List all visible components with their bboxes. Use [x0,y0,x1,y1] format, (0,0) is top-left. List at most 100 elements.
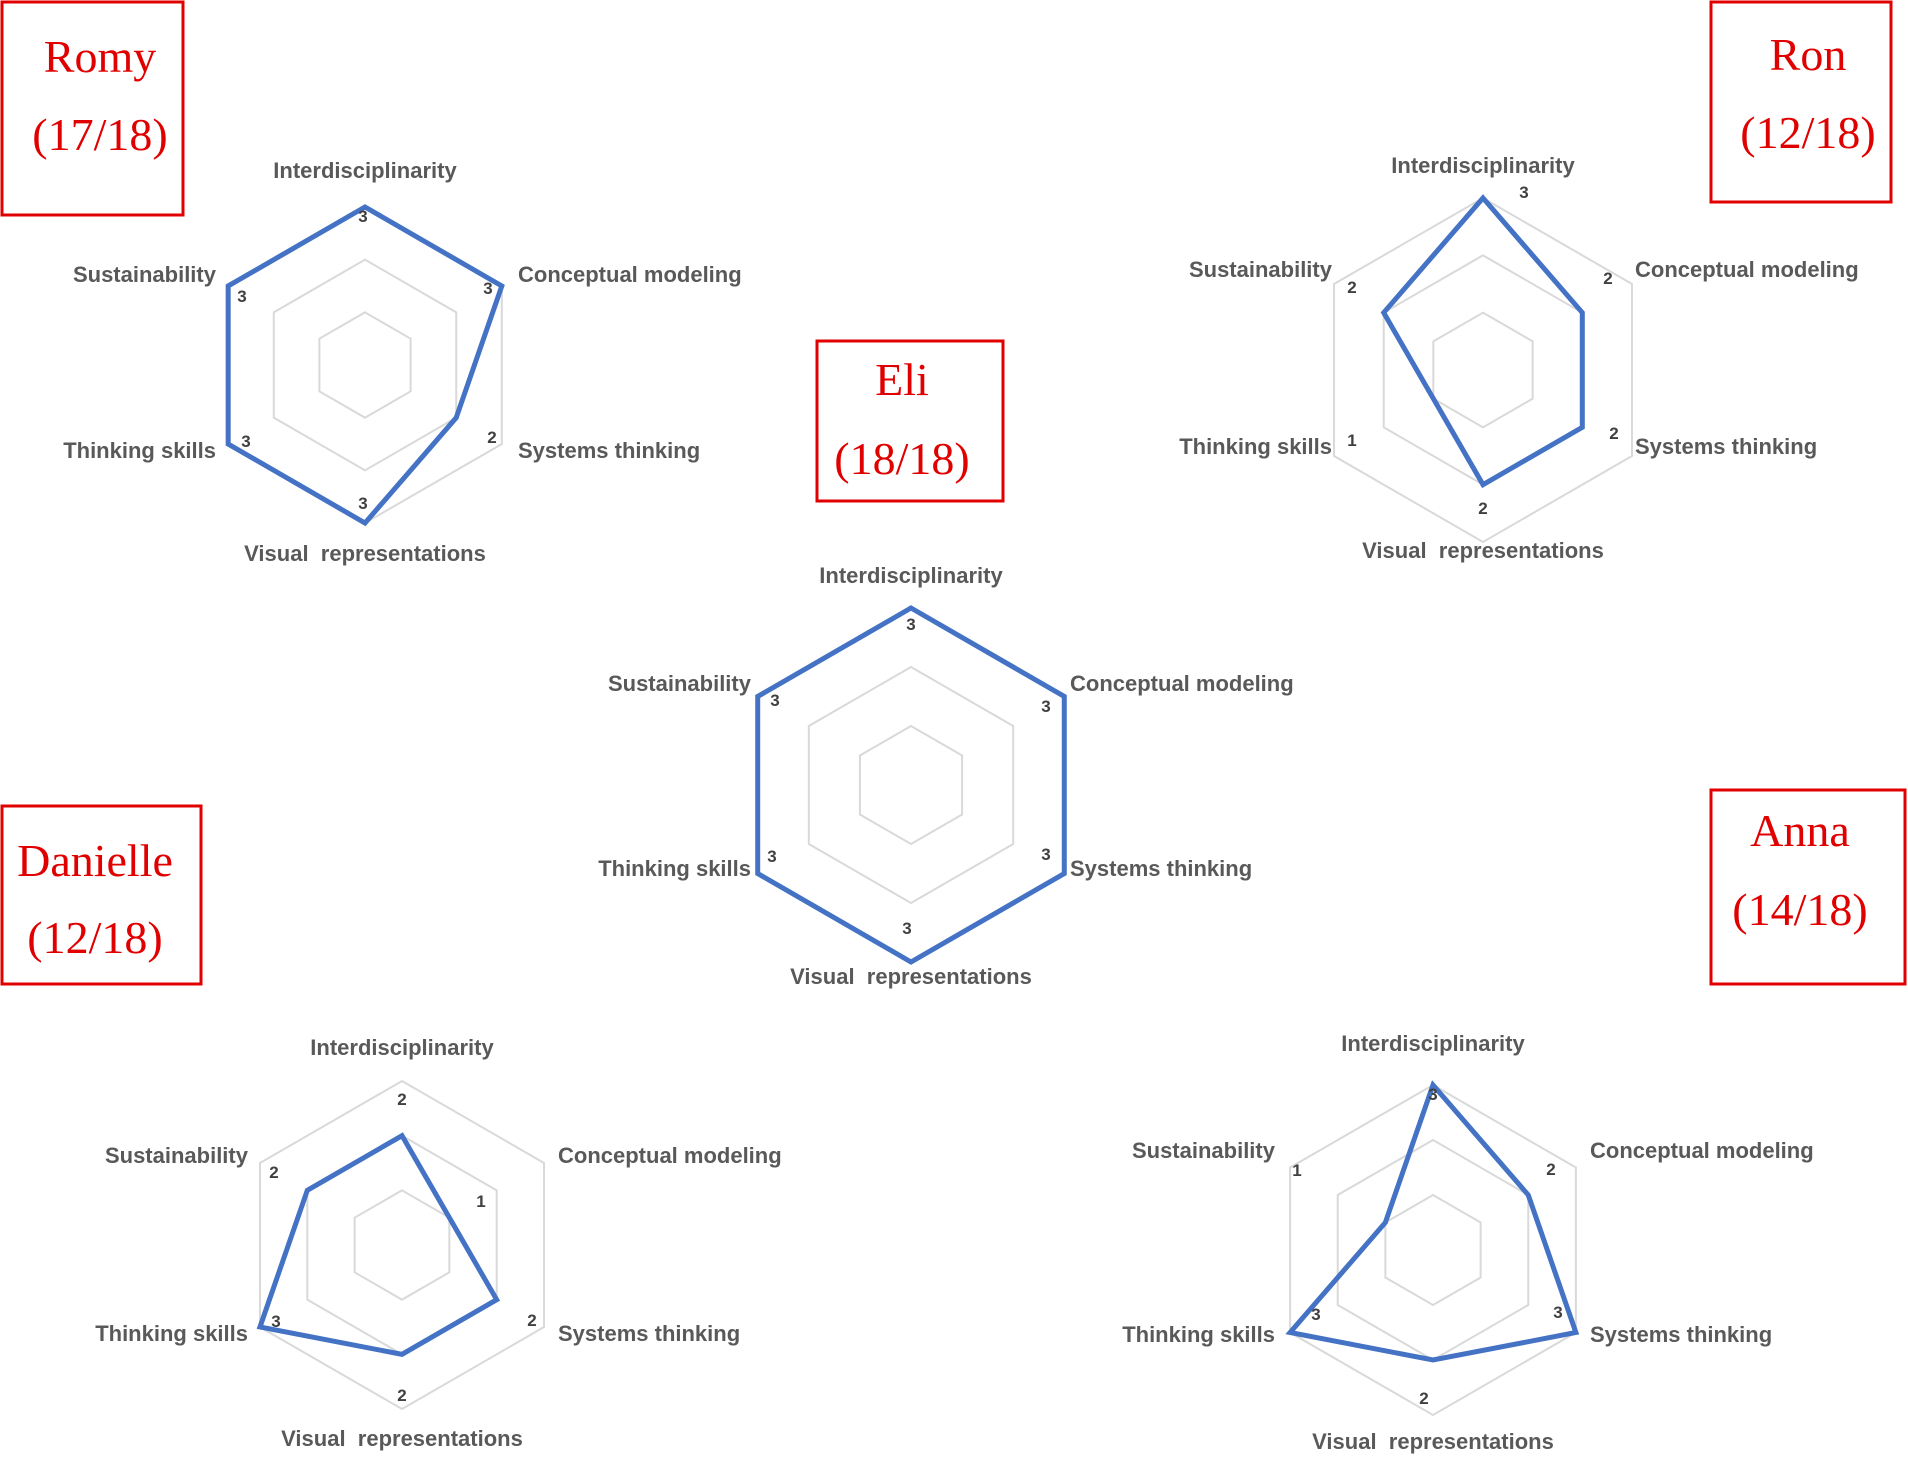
radar-chart-eli: Interdisciplinarity Conceptual modeling Sy… [598,339,1294,989]
axis-label-conceptual-modeling: Conceptual modeling [1590,1138,1814,1163]
axis-label-systems-thinking: Systems thinking [1635,434,1817,459]
axis-label-sustainability: Sustainability [1189,257,1333,282]
radar-chart-ron: Interdisciplinarity Conceptual modeling Sy… [1179,0,1893,563]
value-label-visual-representations: 3 [358,494,367,513]
axis-label-visual-representations: Visual representations [281,1426,523,1451]
grid-ring-1 [858,724,964,846]
student-name-eli: Eli [875,354,929,405]
axis-label-visual-representations: Visual representations [1362,538,1604,563]
student-score-eli: (18/18) [834,433,969,484]
value-label-conceptual-modeling: 2 [1546,1160,1555,1179]
grid-ring-1 [318,311,412,419]
value-label-thinking-skills: 3 [1311,1305,1320,1324]
axis-label-conceptual-modeling: Conceptual modeling [518,262,742,287]
axis-label-interdisciplinarity: Interdisciplinarity [273,158,457,183]
axis-label-sustainability: Sustainability [105,1143,249,1168]
radar-chart-romy: Interdisciplinarity Conceptual modeling Sy… [0,0,742,566]
value-label-thinking-skills: 3 [767,847,776,866]
axis-label-sustainability: Sustainability [608,671,752,696]
data-polygon [1380,194,1585,489]
student-name-danielle: Danielle [17,835,173,886]
axis-label-interdisciplinarity: Interdisciplinarity [310,1035,494,1060]
grid-ring-2 [272,258,458,472]
axis-label-systems-thinking: Systems thinking [1070,856,1252,881]
grid-ring-3 [1333,196,1633,544]
axis-label-thinking-skills: Thinking skills [598,856,751,881]
value-label-visual-representations: 2 [1478,499,1487,518]
axis-label-thinking-skills: Thinking skills [95,1321,248,1346]
value-label-interdisciplinarity: 3 [1428,1085,1437,1104]
grid-ring-2 [1382,254,1584,486]
axis-label-visual-representations: Visual representations [244,541,486,566]
grid-ring-1 [1384,1193,1482,1307]
value-label-visual-representations: 2 [1419,1389,1428,1408]
axis-label-interdisciplinarity: Interdisciplinarity [1341,1031,1525,1056]
value-label-interdisciplinarity: 3 [358,207,367,226]
axis-label-visual-representations: Visual representations [790,964,1032,989]
data-polygon [225,204,505,527]
student-score-ron: (12/18) [1740,107,1875,158]
value-label-systems-thinking: 3 [1553,1303,1562,1322]
grid-ring-3 [227,205,503,525]
data-polygon [755,605,1067,965]
student-score-anna: (14/18) [1732,884,1867,935]
grid-ring-3 [1289,1083,1577,1417]
value-label-interdisciplinarity: 3 [906,615,915,634]
grid-ring-3 [756,606,1066,964]
student-name-ron: Ron [1770,29,1847,80]
axis-label-visual-representations: Visual representations [1312,1429,1554,1454]
grid-ring-3 [258,1079,546,1411]
value-label-thinking-skills: 3 [271,1312,280,1331]
value-label-visual-representations: 2 [397,1386,406,1405]
name-box-romy [0,0,185,217]
axis-label-sustainability: Sustainability [1132,1138,1276,1163]
axis-label-conceptual-modeling: Conceptual modeling [1635,257,1859,282]
student-name-romy: Romy [44,31,156,82]
value-label-sustainability: 2 [1347,278,1356,297]
value-label-systems-thinking: 2 [1609,424,1618,443]
grid-ring-1 [353,1189,451,1301]
value-label-interdisciplinarity: 3 [1519,183,1528,202]
radar-chart-danielle: Interdisciplinarity Conceptual modeling Sy… [0,804,782,1451]
value-label-thinking-skills: 1 [1347,431,1356,450]
value-label-systems-thinking: 2 [487,428,496,447]
value-label-systems-thinking: 3 [1041,845,1050,864]
data-polygon [1285,1080,1580,1363]
student-score-danielle: (12/18) [27,912,162,963]
axis-label-thinking-skills: Thinking skills [63,438,216,463]
name-box-eli [815,339,1005,503]
student-name-anna: Anna [1750,805,1850,856]
name-box-anna [1709,788,1907,986]
value-label-sustainability: 3 [770,691,779,710]
grid-ring-2 [1336,1138,1530,1362]
value-label-conceptual-modeling: 1 [476,1192,485,1211]
axis-label-systems-thinking: Systems thinking [518,438,700,463]
axis-label-sustainability: Sustainability [73,262,217,287]
value-label-thinking-skills: 3 [241,432,250,451]
value-label-systems-thinking: 2 [527,1311,536,1330]
axis-label-conceptual-modeling: Conceptual modeling [558,1143,782,1168]
grid-ring-2 [807,665,1015,905]
grid-ring-2 [306,1134,498,1356]
name-box-ron [1709,0,1893,204]
value-label-conceptual-modeling: 3 [1041,697,1050,716]
axis-label-thinking-skills: Thinking skills [1179,434,1332,459]
axis-label-systems-thinking: Systems thinking [558,1321,740,1346]
value-label-sustainability: 1 [1292,1161,1301,1180]
value-label-visual-representations: 3 [902,919,911,938]
student-score-romy: (17/18) [32,109,167,160]
axis-label-conceptual-modeling: Conceptual modeling [1070,671,1294,696]
data-polygon [256,1132,501,1357]
value-label-interdisciplinarity: 2 [397,1090,406,1109]
axis-label-thinking-skills: Thinking skills [1122,1322,1275,1347]
value-label-sustainability: 2 [269,1163,278,1182]
axis-label-interdisciplinarity: Interdisciplinarity [1391,153,1575,178]
radar-chart-anna: Interdisciplinarity Conceptual modeling Sy… [1122,788,1907,1454]
value-label-conceptual-modeling: 3 [483,279,492,298]
value-label-conceptual-modeling: 2 [1603,269,1612,288]
axis-label-systems-thinking: Systems thinking [1590,1322,1772,1347]
axis-label-interdisciplinarity: Interdisciplinarity [819,563,1003,588]
grid-ring-1 [1432,311,1534,429]
name-box-danielle [0,804,203,986]
